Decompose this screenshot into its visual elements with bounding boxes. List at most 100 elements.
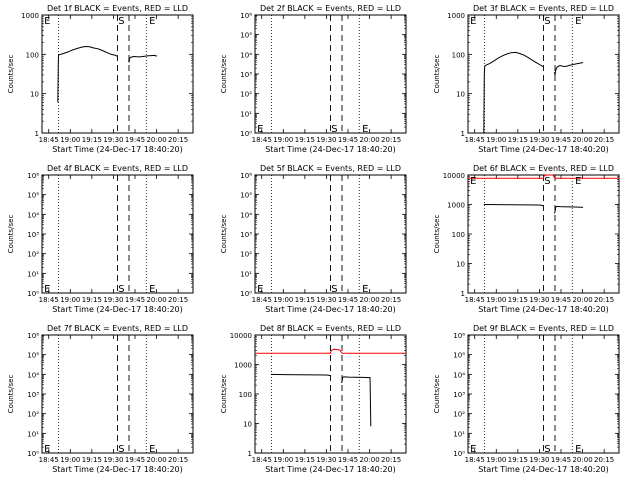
x-tick-label: 19:15: [82, 456, 102, 464]
x-tick-label: 19:30: [529, 456, 549, 464]
x-tick-label: 20:15: [168, 136, 188, 144]
marker-s: S: [118, 284, 124, 295]
panel-det-2f: Det 2f BLACK = Events, RED = LLD Counts/s…: [220, 4, 407, 154]
y-tick-label: 1: [461, 290, 465, 298]
x-tick-label: 20:00: [359, 136, 379, 144]
y-tick-label: 10: [456, 91, 465, 99]
marker-e: E: [149, 444, 155, 455]
y-tick-label: 1: [248, 450, 252, 458]
y-tick-label: 10²: [240, 91, 252, 99]
x-tick-label: 18:45: [252, 136, 272, 144]
y-tick-label: 10⁰: [27, 290, 39, 298]
x-tick-label: 19:00: [486, 296, 506, 304]
y-tick-label: 1000: [447, 202, 465, 210]
marker-e: E: [362, 284, 368, 295]
x-tick-label: 19:00: [273, 296, 293, 304]
x-tick-label: 19:30: [316, 296, 336, 304]
x-tick-label: 19:30: [103, 296, 123, 304]
x-tick-label: 20:00: [359, 296, 379, 304]
panel-title: Det 8f BLACK = Events, RED = LLD: [260, 324, 401, 333]
y-tick-label: 10⁶: [27, 172, 39, 180]
y-tick-label: 10⁰: [240, 290, 252, 298]
marker-s: S: [544, 176, 550, 187]
y-axis-label: Counts/sec: [220, 375, 228, 414]
y-tick-label: 10³: [240, 71, 252, 79]
x-tick-label: 20:00: [146, 296, 166, 304]
x-axis-label: Start Time (24-Dec-17 18:40:20): [52, 465, 183, 474]
x-tick-label: 18:45: [252, 456, 272, 464]
panel-title: Det 6f BLACK = Events, RED = LLD: [473, 164, 614, 173]
x-tick-label: 20:15: [594, 456, 614, 464]
y-tick-label: 10⁵: [27, 352, 39, 360]
marker-e: E: [575, 444, 581, 455]
series-events-line: [483, 51, 544, 134]
x-axis-label: Start Time (24-Dec-17 18:40:20): [52, 305, 183, 314]
marker-s: S: [118, 16, 124, 27]
x-tick-label: 19:15: [82, 296, 102, 304]
series-events-line: [270, 373, 331, 377]
x-tick-label: 19:00: [60, 296, 80, 304]
y-tick-label: 10⁶: [240, 172, 252, 180]
y-tick-label: 10⁴: [27, 371, 39, 379]
marker-s: S: [331, 124, 337, 135]
y-tick-label: 1: [461, 130, 465, 138]
y-axis-label: Counts/sec: [433, 375, 441, 414]
x-tick-label: 19:15: [508, 136, 528, 144]
x-axis-label: Start Time (24-Dec-17 18:40:20): [478, 465, 609, 474]
x-tick-label: 18:45: [39, 136, 59, 144]
x-tick-label: 19:30: [529, 296, 549, 304]
y-tick-label: 1000: [234, 362, 252, 370]
marker-s: S: [544, 444, 550, 455]
series-events-line: [553, 205, 584, 214]
marker-e: E: [44, 444, 50, 455]
x-tick-label: 19:45: [125, 456, 145, 464]
y-tick-label: 10¹: [27, 270, 39, 278]
x-axis-label: Start Time (24-Dec-17 18:40:20): [478, 145, 609, 154]
marker-e: E: [44, 284, 50, 295]
x-tick-label: 20:00: [572, 136, 592, 144]
y-tick-label: 10¹: [240, 270, 252, 278]
x-tick-label: 20:00: [146, 136, 166, 144]
marker-e: E: [257, 284, 263, 295]
x-tick-label: 18:45: [465, 136, 485, 144]
x-tick-label: 20:00: [146, 456, 166, 464]
x-tick-label: 19:15: [295, 456, 315, 464]
x-tick-label: 20:15: [168, 456, 188, 464]
x-tick-label: 19:15: [82, 136, 102, 144]
y-tick-label: 10²: [27, 251, 39, 259]
marker-e: E: [470, 444, 476, 455]
marker-e: E: [44, 16, 50, 27]
x-axis-label: Start Time (24-Dec-17 18:40:20): [52, 145, 183, 154]
y-tick-label: 100: [239, 391, 252, 399]
x-tick-label: 20:00: [359, 456, 379, 464]
marker-e: E: [575, 176, 581, 187]
x-tick-label: 19:30: [529, 136, 549, 144]
y-tick-label: 10⁵: [240, 192, 252, 200]
x-axis-label: Start Time (24-Dec-17 18:40:20): [478, 305, 609, 314]
y-tick-label: 1000: [21, 12, 39, 20]
panel-title: Det 5f BLACK = Events, RED = LLD: [260, 164, 401, 173]
x-axis-label: Start Time (24-Dec-17 18:40:20): [265, 305, 396, 314]
y-tick-label: 10⁵: [453, 352, 465, 360]
panel-title: Det 7f BLACK = Events, RED = LLD: [47, 324, 188, 333]
series-lld-line: [468, 174, 619, 179]
panel-det-7f: Det 7f BLACK = Events, RED = LLD Counts/s…: [7, 324, 194, 474]
x-tick-label: 19:45: [338, 296, 358, 304]
x-tick-label: 18:45: [252, 296, 272, 304]
y-tick-label: 10³: [240, 231, 252, 239]
y-axis-label: Counts/sec: [7, 375, 15, 414]
x-tick-label: 19:00: [273, 136, 293, 144]
x-tick-label: 19:15: [295, 136, 315, 144]
y-tick-label: 10000: [230, 332, 252, 340]
x-tick-label: 19:00: [273, 456, 293, 464]
y-tick-label: 1000: [447, 12, 465, 20]
x-tick-label: 19:45: [125, 136, 145, 144]
x-tick-label: 18:45: [39, 296, 59, 304]
y-tick-label: 100: [452, 231, 465, 239]
marker-e: E: [257, 124, 263, 135]
x-tick-label: 19:30: [103, 136, 123, 144]
x-tick-label: 19:45: [551, 296, 571, 304]
marker-s: S: [118, 444, 124, 455]
y-axis-label: Counts/sec: [433, 55, 441, 94]
